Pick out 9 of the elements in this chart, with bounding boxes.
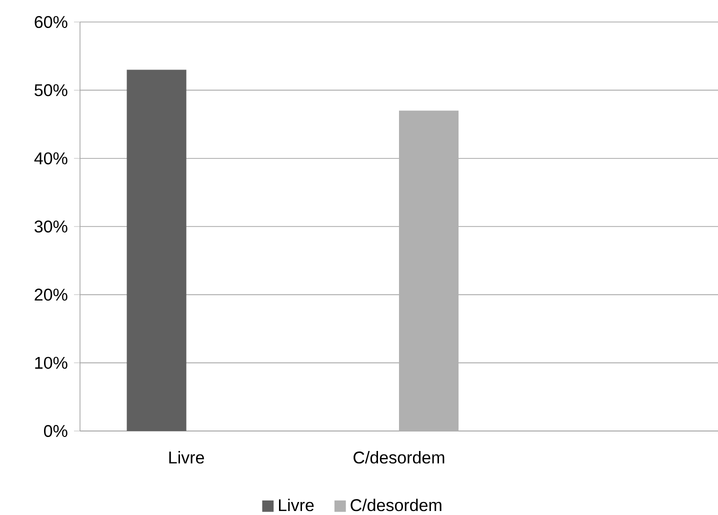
y-tick-label: 10% bbox=[35, 356, 68, 369]
y-tick-label: 60% bbox=[34, 16, 68, 28]
y-tick-label: 20% bbox=[34, 288, 68, 301]
y-tick-label: 40% bbox=[34, 152, 68, 164]
legend-label: C/desordem bbox=[350, 498, 442, 512]
y-tick-label: 0% bbox=[44, 424, 68, 438]
y-tick-label: 30% bbox=[34, 220, 68, 233]
legend-label: Livre bbox=[278, 498, 314, 512]
y-tick-label: 50% bbox=[34, 84, 68, 96]
